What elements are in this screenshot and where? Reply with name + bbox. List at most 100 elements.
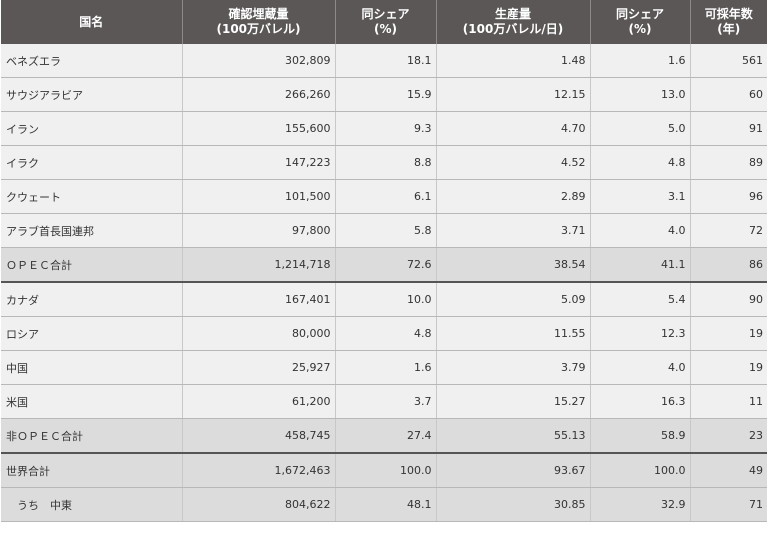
cell-reserves-share: 27.4 — [335, 418, 437, 454]
cell-production: 3.79 — [436, 350, 591, 385]
cell-reserves: 167,401 — [182, 282, 336, 317]
cell-reserves-share: 6.1 — [335, 179, 437, 214]
cell-reserves-share: 8.8 — [335, 145, 437, 180]
cell-years: 19 — [690, 316, 767, 351]
cell-reserves: 147,223 — [182, 145, 336, 180]
cell-country: 中国 — [1, 350, 183, 385]
cell-production-share: 100.0 — [590, 453, 691, 488]
cell-production-share: 5.4 — [590, 282, 691, 317]
total-row-middle-east: うち 中東 804,622 48.1 30.85 32.9 71 — [1, 487, 767, 522]
cell-country: クウェート — [1, 179, 183, 214]
cell-reserves: 101,500 — [182, 179, 336, 214]
table-body: ベネズエラ 302,809 18.1 1.48 1.6 561 サウジアラビア … — [1, 44, 767, 522]
cell-reserves: 25,927 — [182, 350, 336, 385]
cell-production: 2.89 — [436, 179, 591, 214]
cell-production: 4.70 — [436, 111, 591, 146]
cell-reserves-share: 72.6 — [335, 247, 437, 283]
cell-production-share: 13.0 — [590, 77, 691, 112]
cell-years: 90 — [690, 282, 767, 317]
cell-years: 89 — [690, 145, 767, 180]
cell-production: 3.71 — [436, 213, 591, 248]
cell-years: 71 — [690, 487, 767, 522]
cell-production-share: 4.0 — [590, 350, 691, 385]
table-row: カナダ 167,401 10.0 5.09 5.4 90 — [1, 282, 767, 317]
table-row: サウジアラビア 266,260 15.9 12.15 13.0 60 — [1, 77, 767, 112]
cell-country: イラク — [1, 145, 183, 180]
cell-production-share: 4.8 — [590, 145, 691, 180]
cell-production: 38.54 — [436, 247, 591, 283]
header-production-share: 同シェア (%) — [590, 0, 691, 44]
cell-country: ベネズエラ — [1, 44, 183, 78]
cell-reserves: 1,672,463 — [182, 453, 336, 488]
cell-reserves-share: 9.3 — [335, 111, 437, 146]
cell-reserves-share: 10.0 — [335, 282, 437, 317]
cell-production: 55.13 — [436, 418, 591, 454]
cell-reserves: 302,809 — [182, 44, 336, 78]
cell-production: 12.15 — [436, 77, 591, 112]
cell-production-share: 58.9 — [590, 418, 691, 454]
table-row: ベネズエラ 302,809 18.1 1.48 1.6 561 — [1, 44, 767, 78]
table-row: アラブ首長国連邦 97,800 5.8 3.71 4.0 72 — [1, 213, 767, 248]
cell-years: 96 — [690, 179, 767, 214]
table-header: 国名 確認埋蔵量 (100万バレル) 同シェア (%) 生産量 (100万バレル… — [1, 0, 767, 44]
cell-country: ロシア — [1, 316, 183, 351]
cell-production-share: 16.3 — [590, 384, 691, 419]
cell-reserves: 80,000 — [182, 316, 336, 351]
cell-reserves-share: 18.1 — [335, 44, 437, 78]
cell-reserves: 61,200 — [182, 384, 336, 419]
cell-production-share: 41.1 — [590, 247, 691, 283]
cell-production: 30.85 — [436, 487, 591, 522]
cell-reserves-share: 3.7 — [335, 384, 437, 419]
header-country: 国名 — [1, 0, 183, 44]
total-row-world: 世界合計 1,672,463 100.0 93.67 100.0 49 — [1, 453, 767, 488]
subtotal-row-non-opec: 非ＯＰＥＣ合計 458,745 27.4 55.13 58.9 23 — [1, 418, 767, 454]
cell-years: 86 — [690, 247, 767, 283]
cell-years: 23 — [690, 418, 767, 454]
cell-years: 561 — [690, 44, 767, 78]
table-row: イラン 155,600 9.3 4.70 5.0 91 — [1, 111, 767, 146]
cell-reserves-share: 15.9 — [335, 77, 437, 112]
table-row: クウェート 101,500 6.1 2.89 3.1 96 — [1, 179, 767, 214]
cell-country: サウジアラビア — [1, 77, 183, 112]
cell-reserves-share: 4.8 — [335, 316, 437, 351]
cell-production: 5.09 — [436, 282, 591, 317]
header-reserves-share: 同シェア (%) — [335, 0, 437, 44]
cell-production-share: 3.1 — [590, 179, 691, 214]
cell-years: 60 — [690, 77, 767, 112]
cell-country: ＯＰＥＣ合計 — [1, 247, 183, 283]
cell-years: 49 — [690, 453, 767, 488]
oil-reserves-table: 国名 確認埋蔵量 (100万バレル) 同シェア (%) 生産量 (100万バレル… — [1, 0, 767, 522]
cell-production-share: 5.0 — [590, 111, 691, 146]
header-production: 生産量 (100万バレル/日) — [436, 0, 591, 44]
cell-reserves-share: 5.8 — [335, 213, 437, 248]
cell-reserves-share: 100.0 — [335, 453, 437, 488]
cell-production-share: 32.9 — [590, 487, 691, 522]
cell-production: 11.55 — [436, 316, 591, 351]
cell-country: カナダ — [1, 282, 183, 317]
cell-reserves: 266,260 — [182, 77, 336, 112]
cell-reserves: 458,745 — [182, 418, 336, 454]
cell-reserves: 97,800 — [182, 213, 336, 248]
cell-country: イラン — [1, 111, 183, 146]
cell-country: うち 中東 — [1, 487, 183, 522]
table-row: ロシア 80,000 4.8 11.55 12.3 19 — [1, 316, 767, 351]
table-row: イラク 147,223 8.8 4.52 4.8 89 — [1, 145, 767, 180]
cell-country: アラブ首長国連邦 — [1, 213, 183, 248]
table-row: 米国 61,200 3.7 15.27 16.3 11 — [1, 384, 767, 419]
cell-production: 93.67 — [436, 453, 591, 488]
cell-reserves: 804,622 — [182, 487, 336, 522]
cell-production-share: 12.3 — [590, 316, 691, 351]
cell-production: 4.52 — [436, 145, 591, 180]
header-years: 可採年数 (年) — [690, 0, 767, 44]
cell-country: 世界合計 — [1, 453, 183, 488]
cell-production-share: 4.0 — [590, 213, 691, 248]
cell-production-share: 1.6 — [590, 44, 691, 78]
cell-years: 91 — [690, 111, 767, 146]
subtotal-row-opec: ＯＰＥＣ合計 1,214,718 72.6 38.54 41.1 86 — [1, 247, 767, 283]
cell-country: 非ＯＰＥＣ合計 — [1, 418, 183, 454]
cell-production: 15.27 — [436, 384, 591, 419]
cell-years: 19 — [690, 350, 767, 385]
cell-reserves: 155,600 — [182, 111, 336, 146]
cell-reserves-share: 1.6 — [335, 350, 437, 385]
header-row: 国名 確認埋蔵量 (100万バレル) 同シェア (%) 生産量 (100万バレル… — [1, 0, 767, 44]
